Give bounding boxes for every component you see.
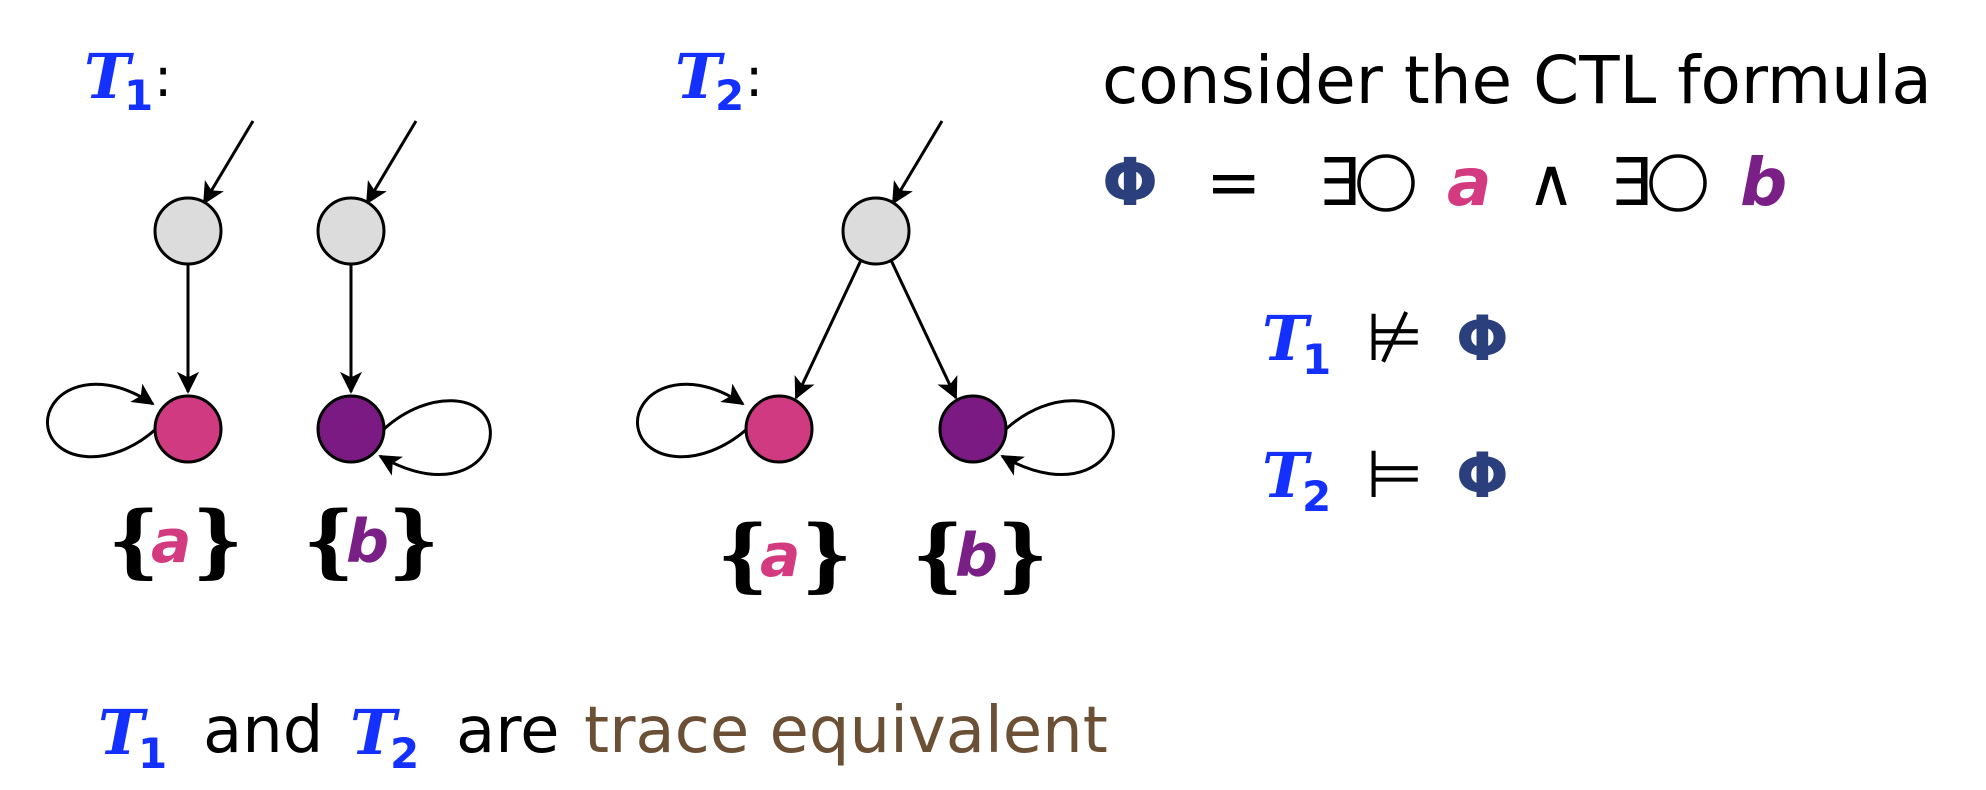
conclusion-are: are [456,694,560,768]
t2-label-a-prop: a [760,521,801,591]
result-t1-index: 1 [1302,335,1331,384]
formula-equals: = [1206,144,1261,221]
t1-state-b [316,394,386,464]
t1-index: 1 [124,71,153,120]
formula-and: ∧ [1527,144,1575,221]
conclusion-trace-equivalent: trace equivalent [584,694,1108,768]
next-operator-1-icon [1357,154,1415,212]
t2-state-b [938,394,1008,464]
formula-phi: Φ [1102,144,1158,221]
conclusion-t1-symbol: T [98,696,148,769]
t1-label-a-open: { [108,493,159,587]
result-t1-relation: ⊭ [1366,299,1424,376]
t1-label-a-close: } [192,493,243,587]
t2-state-labels: { a } { b } [717,507,1048,601]
result-t1-formula: Φ [1456,302,1509,375]
t1-state-labels: { a } { b } [108,493,439,587]
conclusion-t2-index: 2 [390,729,419,778]
t1-left-initial-arrow [202,120,255,205]
t1-left-initial-state [153,196,223,266]
t1-label-a-prop: a [151,507,192,577]
t2-label-a-close: } [801,507,852,601]
t1-symbol: T [84,40,134,113]
conclusion-t1-index: 1 [138,729,167,778]
t1-b-self-loop [378,399,492,476]
t1-right-initial-state [316,196,386,266]
t1-label-b-prop: b [346,507,389,577]
t2-edge-to-b [888,257,958,400]
t2-b-self-loop [1000,399,1115,476]
formula-block: consider the CTL formula Φ = ∃ a ∧ ∃ b [1102,42,1932,221]
t1-colon: : [154,46,172,109]
t2-label-b-prop: b [955,521,998,591]
conclusion-and: and [203,694,323,768]
t2-label-b-open: { [912,507,963,601]
t2-initial-arrow [891,120,944,205]
formula-exists-1: ∃ [1318,144,1360,221]
t2-label-a-open: { [717,507,768,601]
t2-edge-to-a [794,257,864,400]
t1-label-b-open: { [303,493,354,587]
formula-intro: consider the CTL formula [1102,42,1932,119]
t2-label-b-close: } [997,507,1048,601]
formula-prop-b: b [1740,144,1787,221]
result-t2-symbol: T [1262,439,1312,512]
t2-symbol: T [675,40,725,113]
t2-colon: : [745,46,763,109]
t2-a-self-loop [636,382,748,459]
system-t2-label: T 2 : [675,40,763,120]
result-t1: T 1 ⊭ Φ [1262,299,1509,384]
t1-state-a [153,394,223,464]
t1-a-self-loop [46,382,157,459]
result-t2: T 2 ⊨ Φ [1262,436,1509,521]
conclusion-line: T 1 and T 2 are trace equivalent [98,694,1108,778]
formula-prop-a: a [1447,144,1492,221]
system-t1-graph [46,120,492,476]
t1-right-initial-arrow [365,120,418,205]
conclusion-t2-symbol: T [350,696,400,769]
t2-index: 2 [715,71,744,120]
result-t2-index: 2 [1302,472,1331,521]
system-t2-graph [636,120,1115,476]
formula-exists-2: ∃ [1610,144,1652,221]
result-t1-symbol: T [1262,302,1312,375]
t2-initial-state [841,196,911,266]
result-t2-relation: ⊨ [1366,436,1424,513]
system-t1-label: T 1 : [84,40,172,120]
next-operator-2-icon [1649,154,1707,212]
t1-label-b-close: } [388,493,439,587]
result-t2-formula: Φ [1456,439,1509,512]
t2-state-a [744,394,814,464]
